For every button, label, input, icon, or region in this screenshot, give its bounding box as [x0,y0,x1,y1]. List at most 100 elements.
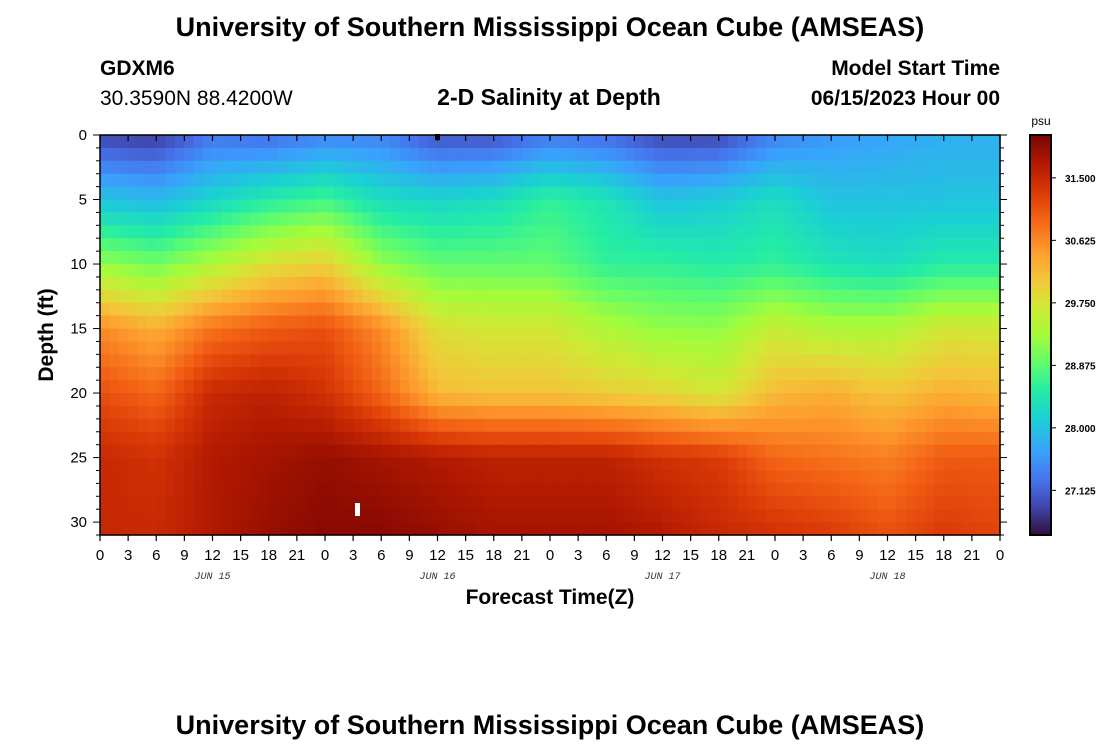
heatmap-cell [868,173,879,188]
heatmap-cell [906,393,917,407]
heatmap-cell [850,457,860,472]
heatmap-cell [700,341,710,355]
heatmap-cell [306,444,317,459]
heatmap-cell [381,405,392,420]
heatmap-cell [746,302,757,317]
heatmap-cell [700,509,710,523]
heatmap-cell [803,160,814,175]
heatmap-cell [540,147,551,162]
heatmap-cell [662,496,673,510]
heatmap-cell [343,444,354,459]
heatmap-cell [428,238,439,252]
heatmap-cell [643,147,654,162]
heatmap-cell [925,341,935,355]
heatmap-cell [381,160,392,175]
x-axis-label: Forecast Time(Z) [466,586,635,609]
heatmap-cell [915,173,926,188]
heatmap-cell [437,302,448,317]
heatmap-cell [587,289,598,304]
heatmap-cell [587,251,598,265]
heatmap-cell [418,470,429,484]
heatmap-cell [203,328,214,343]
heatmap-cell [418,173,429,188]
heatmap-cell [831,186,842,201]
heatmap-cell [512,405,523,420]
heatmap-cell [137,186,148,201]
heatmap-cell [700,354,710,368]
heatmap-cell [728,522,739,536]
heatmap-cell [306,509,317,523]
heatmap-cell [250,264,260,278]
heatmap-cell [587,341,598,355]
heatmap-cell [456,186,467,201]
heatmap-cell [353,315,364,330]
heatmap-cell [287,238,298,252]
heatmap-cell [671,367,682,381]
heatmap-cell [737,264,748,278]
heatmap-cell [831,444,842,459]
heatmap-cell [428,431,439,446]
heatmap-cell [493,405,504,420]
heatmap-cell [203,380,214,394]
heatmap-cell [550,186,560,201]
heatmap-cell [775,238,785,252]
heatmap-cell [128,431,139,446]
heatmap-cell [193,496,204,510]
heatmap-cell [896,302,907,317]
heatmap-cell [784,367,795,381]
heatmap-cell [662,354,673,368]
heatmap-cell [850,418,860,433]
heatmap-cell [400,212,410,226]
heatmap-cell [475,289,485,304]
heatmap-cell [671,315,682,330]
heatmap-cell [915,276,926,291]
heatmap-cell [212,225,223,239]
heatmap-cell [559,354,570,368]
heatmap-cell [765,328,776,343]
heatmap-cell [596,251,607,265]
heatmap-cell [503,238,514,252]
heatmap-cell [203,457,214,472]
heatmap-cell [503,444,514,459]
heatmap-cell [878,315,889,330]
heatmap-cell [700,212,710,226]
heatmap-cell [100,405,110,420]
heatmap-cell [437,147,448,162]
heatmap-cell [803,483,814,497]
heatmap-cell [418,225,429,239]
heatmap-cell [915,457,926,472]
heatmap-cell [193,264,204,278]
heatmap-cell [971,444,982,459]
heatmap-cell [503,212,514,226]
heatmap-cell [568,302,579,317]
heatmap-cell [456,238,467,252]
heatmap-cell [803,186,814,201]
heatmap-cell [990,186,1001,201]
heatmap-cell [540,315,551,330]
heatmap-cell [250,276,260,291]
heatmap-cell [878,367,889,381]
heatmap-cell [765,238,776,252]
heatmap-cell [775,225,785,239]
heatmap-cell [240,212,251,226]
heatmap-cell [812,276,823,291]
heatmap-cell [175,405,185,420]
heatmap-cell [193,289,204,304]
heatmap-cell [465,225,476,239]
heatmap-cell [728,483,739,497]
heatmap-cell [700,199,710,214]
heatmap-cell [615,212,626,226]
heatmap-cell [334,225,345,239]
heatmap-cell [709,238,720,252]
heatmap-cell [784,238,795,252]
heatmap-cell [203,393,214,407]
heatmap-cell [409,186,420,201]
heatmap-cell [971,302,982,317]
heatmap-cell [175,457,185,472]
heatmap-cell [287,393,298,407]
heatmap-cell [971,186,982,201]
heatmap-cell [737,160,748,175]
heatmap-cell [109,264,120,278]
heatmap-cell [615,276,626,291]
heatmap-cell [531,509,542,523]
